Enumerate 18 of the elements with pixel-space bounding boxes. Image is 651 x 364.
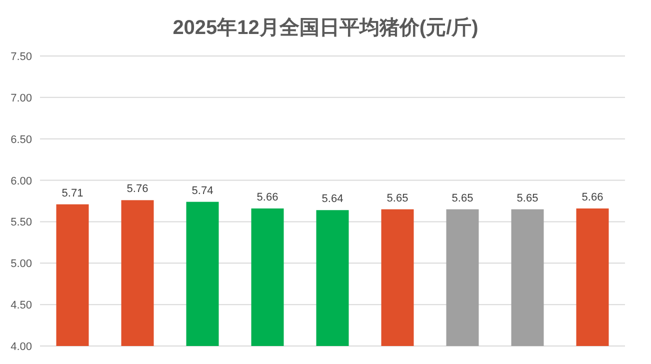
data-label: 5.64 (322, 193, 344, 206)
data-label: 5.76 (126, 183, 148, 196)
y-tick-label: 5.00 (10, 258, 32, 270)
data-label: 5.65 (516, 192, 538, 204)
data-label: 5.71 (62, 187, 84, 200)
y-tick-label: 7.50 (10, 51, 32, 63)
y-tick-label: 6.00 (10, 175, 32, 188)
data-label: 5.66 (582, 191, 604, 204)
data-label: 5.65 (386, 192, 408, 204)
data-label: 5.66 (256, 191, 278, 204)
data-label: 5.65 (452, 192, 474, 204)
data-label: 5.74 (192, 184, 214, 197)
chart-title: 2025年12月全国日平均猪价(元/斤) (172, 16, 478, 39)
y-tick-label: 4.50 (10, 300, 32, 312)
y-tick-label: 4.00 (10, 341, 32, 353)
y-tick-label: 7.00 (10, 92, 32, 104)
y-tick-label: 5.50 (10, 216, 32, 229)
y-tick-label: 6.50 (10, 134, 32, 146)
